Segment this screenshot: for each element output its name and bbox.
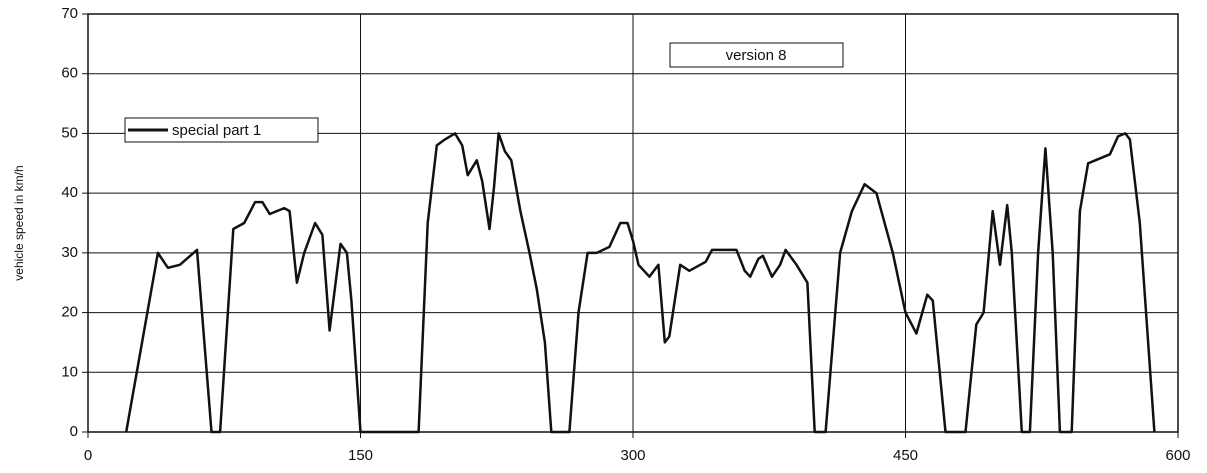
y-tick-label: 40 [61, 184, 78, 201]
x-tick-label: 300 [620, 447, 645, 464]
x-tick-label: 150 [348, 447, 373, 464]
y-tick-label: 10 [61, 363, 78, 380]
y-tick-label: 50 [61, 124, 78, 141]
y-tick-label: 30 [61, 244, 78, 261]
data-line [124, 132, 1156, 434]
y-axis-label: vehicle speed in km/h [12, 165, 26, 280]
y-tick-label: 0 [70, 423, 78, 440]
y-tick-label: 70 [61, 5, 78, 22]
y-tick-label: 20 [61, 304, 78, 321]
x-tick-label: 450 [893, 447, 918, 464]
x-tick-label: 600 [1165, 447, 1190, 464]
legend-label: special part 1 [172, 122, 261, 139]
y-tick-label: 60 [61, 65, 78, 82]
x-tick-label: 0 [84, 447, 92, 464]
annotation: version 8 [726, 47, 787, 64]
annotation-box [669, 42, 844, 68]
